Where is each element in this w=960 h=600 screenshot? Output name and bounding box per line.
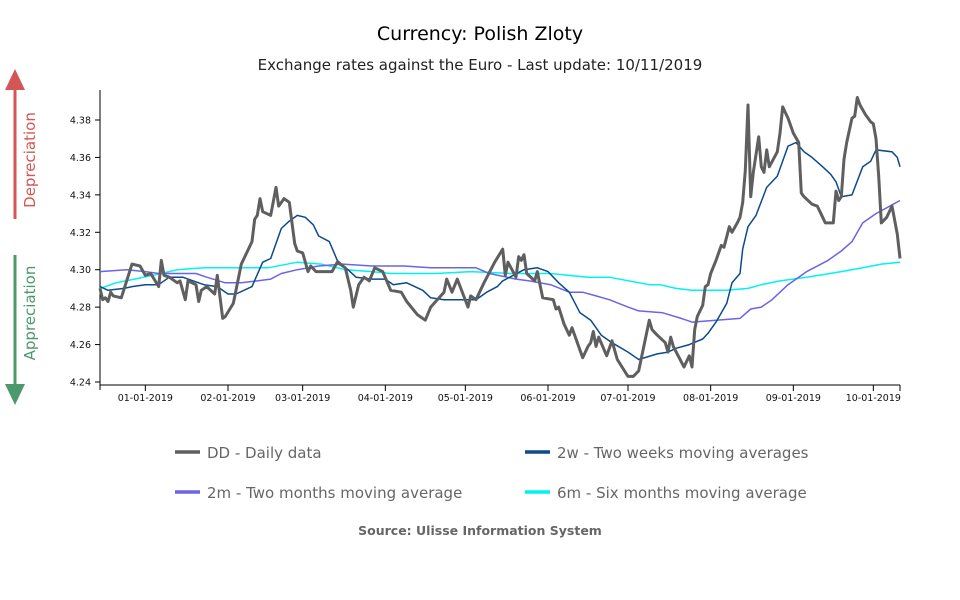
legend-item-two-weeks[interactable]: 2w - Two weeks moving averages (525, 444, 809, 462)
x-tick-label: 07-01-2019 (600, 393, 655, 404)
y-tick-label: 4.24 (70, 378, 91, 389)
appreciation-arrow-icon (5, 255, 25, 405)
legend: DD - Daily data 2w - Two weeks moving av… (175, 444, 809, 502)
chart-title: Currency: Polish Zloty (377, 23, 583, 45)
y-tick-label: 4.38 (70, 116, 91, 127)
x-tick-label: 06-01-2019 (520, 393, 575, 404)
depreciation-arrow-icon (5, 69, 25, 219)
x-tick-label: 10-01-2019 (846, 393, 901, 404)
y-tick-label: 4.26 (70, 340, 91, 351)
appreciation-label: Appreciation (21, 266, 39, 361)
y-tick-label: 4.28 (70, 303, 91, 314)
x-tick-label: 08-01-2019 (683, 393, 738, 404)
x-tick-label: 04-01-2019 (358, 393, 413, 404)
x-tick-label: 05-01-2019 (438, 393, 493, 404)
y-tick-label: 4.36 (70, 153, 91, 164)
legend-item-six-months[interactable]: 6m - Six months moving average (525, 484, 807, 502)
legend-label-six-months: 6m - Six months moving average (557, 484, 807, 502)
x-tick-label: 02-01-2019 (200, 393, 255, 404)
x-tick-label: 01-01-2019 (118, 393, 173, 404)
depreciation-label: Depreciation (21, 112, 39, 208)
legend-item-daily[interactable]: DD - Daily data (175, 444, 322, 462)
x-tick-label: 09-01-2019 (766, 393, 821, 404)
legend-label-two-months: 2m - Two months moving average (207, 484, 462, 502)
y-tick-label: 4.30 (70, 265, 91, 276)
x-tick-label: 03-01-2019 (275, 393, 330, 404)
legend-label-two-weeks: 2w - Two weeks moving averages (557, 444, 809, 462)
source-note: Source: Ulisse Information System (358, 523, 602, 538)
y-tick-label: 4.32 (70, 228, 91, 239)
chart-subtitle: Exchange rates against the Euro - Last u… (258, 56, 703, 74)
series-line-six-months (99, 261, 901, 292)
legend-item-two-months[interactable]: 2m - Two months moving average (175, 484, 462, 502)
legend-label-daily: DD - Daily data (207, 444, 322, 462)
series-line-daily (98, 96, 902, 378)
y-tick-label: 4.34 (70, 190, 91, 201)
